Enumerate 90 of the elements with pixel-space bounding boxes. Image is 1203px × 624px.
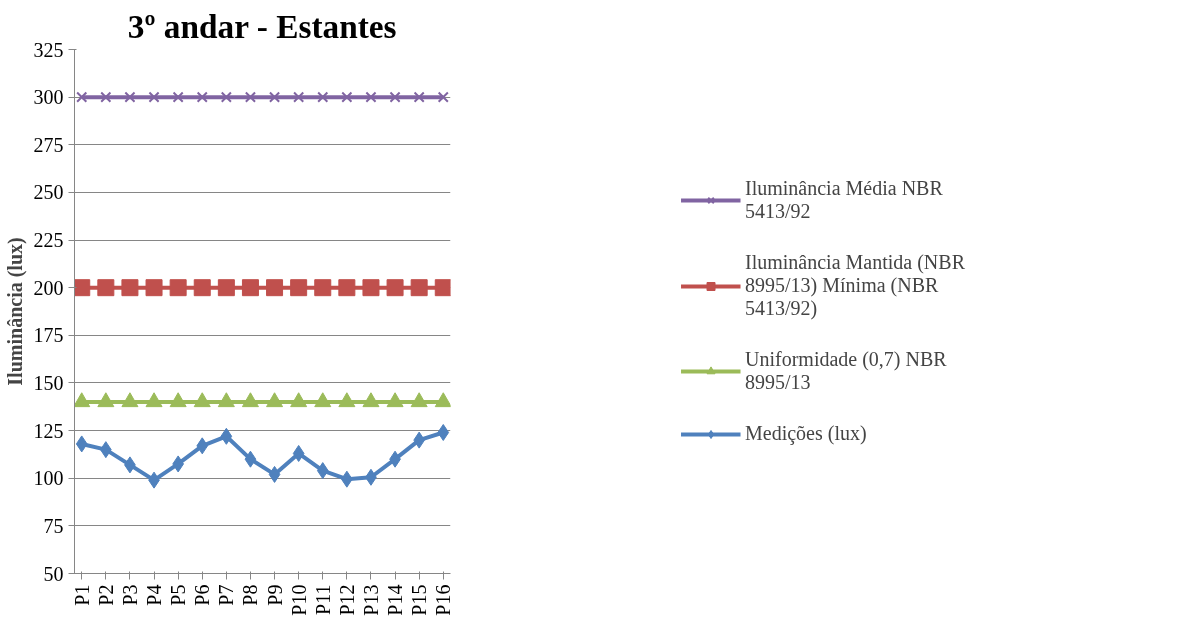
y-tick-label: 150 [33,371,64,394]
y-tick-label: 50 [43,562,64,585]
x-tick-label: P16 [432,584,455,616]
x-tick-label: P1 [70,584,93,606]
point [290,279,308,297]
y-tick-label: 225 [33,229,64,252]
point [317,91,329,103]
point [437,91,449,103]
legend-label: Medições (lux) [745,422,867,445]
point [196,437,209,455]
point [169,392,187,408]
point [220,91,232,103]
point [217,279,235,297]
legend-label: Uniformidade (0,7) NBR 8995/13 [745,348,947,394]
x-tick-label: P8 [239,584,262,606]
point [434,392,451,408]
point [75,435,88,453]
point [196,91,208,103]
point [244,91,257,103]
y-tick-label: 100 [33,467,64,490]
x-tick-label: P15 [408,584,431,616]
point [169,279,187,297]
point [341,91,353,103]
point [338,279,356,297]
point [74,279,91,297]
point [437,424,450,441]
point [290,392,308,408]
point [244,450,257,468]
x-tick-label: P10 [287,584,310,616]
point [74,392,91,408]
point [76,91,88,103]
point [193,279,211,297]
x-tick-label: P9 [263,584,286,606]
legend-label: Iluminância Média NBR 5413/92 [745,177,943,223]
point [365,91,377,103]
y-tick-label: 200 [33,276,64,299]
chart-title: 3º andar - Estantes [127,7,397,45]
x-tick-label: P7 [215,584,238,606]
point [362,279,380,297]
point [434,279,451,297]
point [266,279,284,297]
point [316,462,329,480]
point [241,392,259,408]
legend-label: Iluminância Mantida (NBR 8995/13) Mínima (NBR 5413/92) [745,251,965,320]
y-tick-label: 75 [43,514,64,537]
point [386,392,404,408]
x-tick-label: P11 [311,584,334,615]
point [389,91,401,103]
point [172,91,184,103]
point [145,392,163,408]
point [362,392,380,408]
point [97,392,115,408]
y-axis-title: Iluminância (lux) [3,237,27,386]
point [314,279,332,297]
y-tick-label: 125 [33,419,64,442]
y-tick-label: 325 [33,38,64,61]
point [386,279,404,297]
x-tick-label: P5 [167,584,190,606]
point [241,279,259,297]
point [292,444,305,462]
y-tick-label: 250 [33,181,64,204]
point [268,465,281,483]
point [193,392,211,408]
point [220,427,233,445]
point [266,392,284,408]
x-tick-label: P2 [94,584,117,606]
y-tick-label: 175 [33,324,64,347]
point [145,279,163,297]
point [124,91,136,103]
point [314,392,332,408]
point [410,279,428,297]
point [410,392,428,408]
x-tick-label: P4 [143,584,166,606]
point [293,91,305,103]
x-tick-label: P13 [359,584,382,616]
point [121,392,139,408]
x-tick-label: P3 [118,584,141,606]
point [217,392,235,408]
x-tick-label: P6 [191,584,214,606]
y-tick-label: 275 [33,133,64,156]
point [268,91,281,103]
point [413,91,425,103]
point [100,91,112,103]
x-tick-label: P14 [384,584,407,616]
point [121,279,139,297]
y-tick-label: 300 [33,86,64,109]
point [338,392,356,408]
x-tick-label: P12 [335,584,358,616]
point [148,91,160,103]
point [97,279,115,297]
